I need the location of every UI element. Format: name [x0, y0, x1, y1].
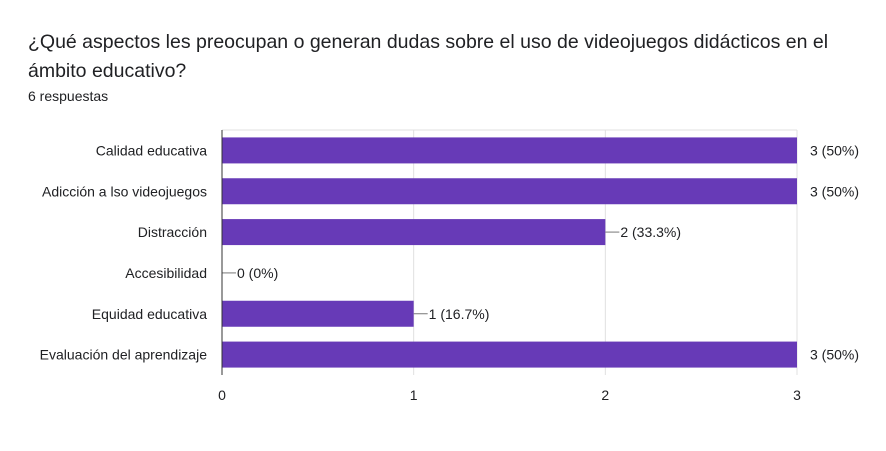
- x-tick-label: 0: [218, 387, 226, 403]
- category-label: Accesibilidad: [125, 265, 207, 281]
- category-label: Calidad educativa: [96, 142, 208, 158]
- x-tick-label: 3: [793, 387, 801, 403]
- category-label: Distracción: [138, 224, 207, 240]
- category-labels: Calidad educativa Adicción a lso videojue…: [40, 142, 208, 362]
- response-count: 6 respuestas: [28, 88, 109, 104]
- category-label: Adicción a lso videojuegos: [42, 183, 207, 199]
- bar: [222, 219, 606, 246]
- bar: [222, 137, 797, 164]
- bar: [222, 300, 414, 327]
- bar: [222, 178, 797, 205]
- category-label: Evaluación del aprendizaje: [40, 347, 208, 363]
- grid-lines: [222, 129, 798, 375]
- value-labels: 3 (50%) 3 (50%) 2 (33.3%) 0 (0%) 1 (16.7%) 3 …: [222, 142, 859, 363]
- value-label: 1 (16.7%): [429, 306, 490, 322]
- bars: [222, 137, 797, 368]
- x-tick-labels: 0 1 2 3: [218, 387, 801, 403]
- value-label: 2 (33.3%): [620, 224, 681, 240]
- bar: [222, 341, 797, 368]
- value-label: 3 (50%): [810, 347, 859, 363]
- value-label: 0 (0%): [237, 265, 278, 281]
- question-title: ¿Qué aspectos les preocupan o generan du…: [28, 31, 829, 82]
- x-tick-label: 2: [601, 387, 609, 403]
- value-label: 3 (50%): [810, 183, 859, 199]
- value-label: 3 (50%): [810, 142, 859, 158]
- category-label: Equidad educativa: [92, 306, 207, 322]
- x-tick-label: 1: [410, 387, 418, 403]
